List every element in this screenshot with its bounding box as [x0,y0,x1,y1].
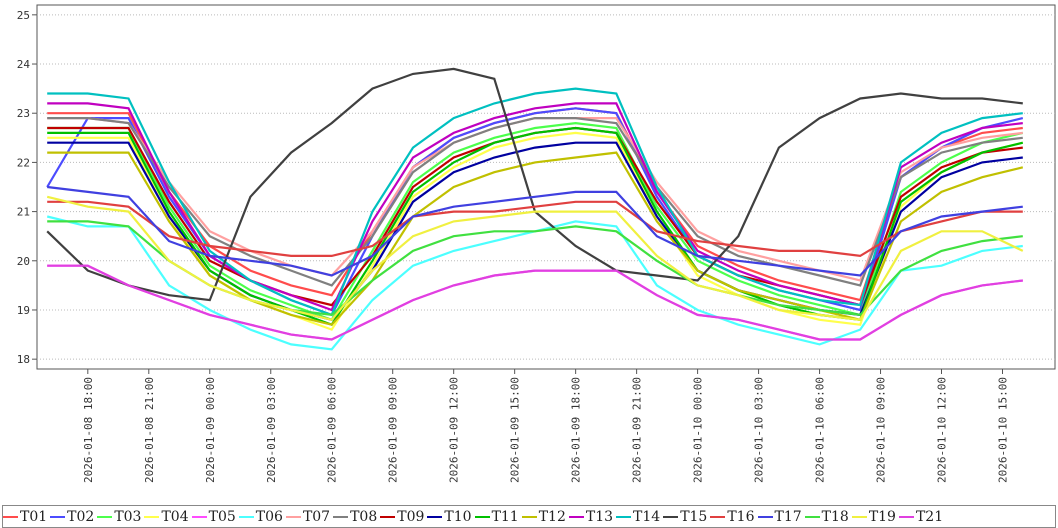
legend-swatch [804,515,820,518]
x-tick-label: 2026-01-10 09:00 [875,377,888,483]
legend-label: T19 [868,508,896,525]
series-line [47,185,1023,277]
legend-item: T12 [521,508,566,525]
series-line [47,126,1024,327]
y-tick-label: 21 [17,206,30,219]
legend-swatch [380,515,396,518]
x-tick-label: 2026-01-09 06:00 [326,377,339,483]
x-tick-label: 2026-01-09 00:00 [204,377,217,483]
y-tick-label: 22 [17,156,30,169]
legend-item: T08 [333,509,377,525]
legend-swatch [474,515,490,518]
legend-swatch [710,515,726,518]
legend-swatch [97,515,113,518]
legend-label: T10 [444,508,472,525]
legend-swatch [3,515,18,518]
legend-swatch [50,515,66,518]
series-line [47,117,1023,287]
x-tick-label: 2026-01-10 12:00 [936,377,949,483]
legend-swatch [851,515,867,518]
legend-item: T09 [380,509,424,525]
legend-label: T12 [538,508,566,525]
legend-item: T07 [285,508,331,525]
plot-frame [36,4,1056,370]
legend-item: T21 [898,508,944,525]
x-tick-label: 2026-01-09 09:00 [387,377,400,483]
legend-label: T08 [350,508,378,525]
legend-swatch [663,515,679,518]
legend-item: T13 [568,508,614,525]
legend-swatch [616,515,632,518]
legend-label: T17 [774,508,802,525]
series-line [47,264,1023,341]
x-tick-label: 2026-01-08 18:00 [82,377,95,483]
x-tick-label: 2026-01-09 03:00 [265,377,278,483]
legend-label: T04 [161,508,189,525]
legend-label: T07 [302,508,331,525]
series-line [47,200,1023,258]
legend-label: T16 [727,508,755,525]
legend-swatch [238,515,254,518]
y-tick-label: 23 [17,107,30,120]
legend-swatch [333,515,349,518]
legend-item: T18 [804,508,849,525]
legend-label: T06 [255,508,283,525]
y-tick-label: 20 [17,255,30,268]
legend-swatch [144,515,160,518]
legend-label: T15 [680,508,708,525]
legend-label: T11 [491,508,519,525]
x-tick-label: 2026-01-10 00:00 [692,377,705,483]
legend-label: T21 [915,508,944,525]
y-tick-label: 25 [17,9,30,22]
y-tick-label: 18 [17,353,30,366]
legend-item: T19 [851,508,896,525]
legend-swatch [427,515,443,518]
legend-label: T18 [821,508,849,525]
legend-item: T03 [97,509,141,525]
x-tick-label: 2026-01-09 21:00 [631,377,644,483]
legend-swatch [521,515,537,518]
y-tick-label: 19 [17,304,30,317]
legend-item: T17 [757,508,802,525]
legend-item: T10 [427,508,472,525]
series-line [46,195,1024,322]
legend-item: T02 [50,509,94,525]
legend-label: T13 [585,508,614,525]
legend-item: T16 [710,508,755,525]
legend-item: T15 [663,509,707,525]
legend-label: T05 [208,508,236,525]
legend-label: T01 [20,508,48,525]
legend-swatch [898,515,914,518]
x-tick-label: 2026-01-10 15:00 [996,377,1009,483]
legend-item: T05 [191,508,236,525]
legend-swatch [757,515,773,518]
legend-swatch [285,515,301,518]
legend-label: T03 [114,508,142,525]
series-line [47,87,1023,317]
legend: T01 T02 T03 T04 T05 T06 T07 T08 T09 T10 T11 T12 T13 T… [2,505,1056,528]
x-tick-label: 2026-01-09 18:00 [570,377,583,483]
legend-label: T02 [67,508,95,525]
legend-item: T01 [3,509,47,525]
x-tick-label: 2026-01-08 21:00 [143,377,156,483]
legend-swatch [568,515,584,518]
chart: 18 19 20 21 22 23 24 25 2026-01-08 18:00 2026-01-… [17,4,1056,483]
y-tick-label: 24 [17,58,31,71]
legend-item: T14 [616,509,660,525]
x-tick-label: 2026-01-10 06:00 [814,377,827,483]
x-tick-label: 2026-01-10 03:00 [753,377,766,483]
x-tick-label: 2026-01-09 15:00 [509,377,522,483]
legend-item: T11 [474,508,519,525]
legend-label: T09 [397,508,425,525]
legend-item: T06 [238,508,283,525]
legend-item: T04 [144,508,189,525]
x-tick-label: 2026-01-09 12:00 [448,377,461,483]
legend-swatch [191,515,207,518]
legend-label: T14 [633,508,661,525]
